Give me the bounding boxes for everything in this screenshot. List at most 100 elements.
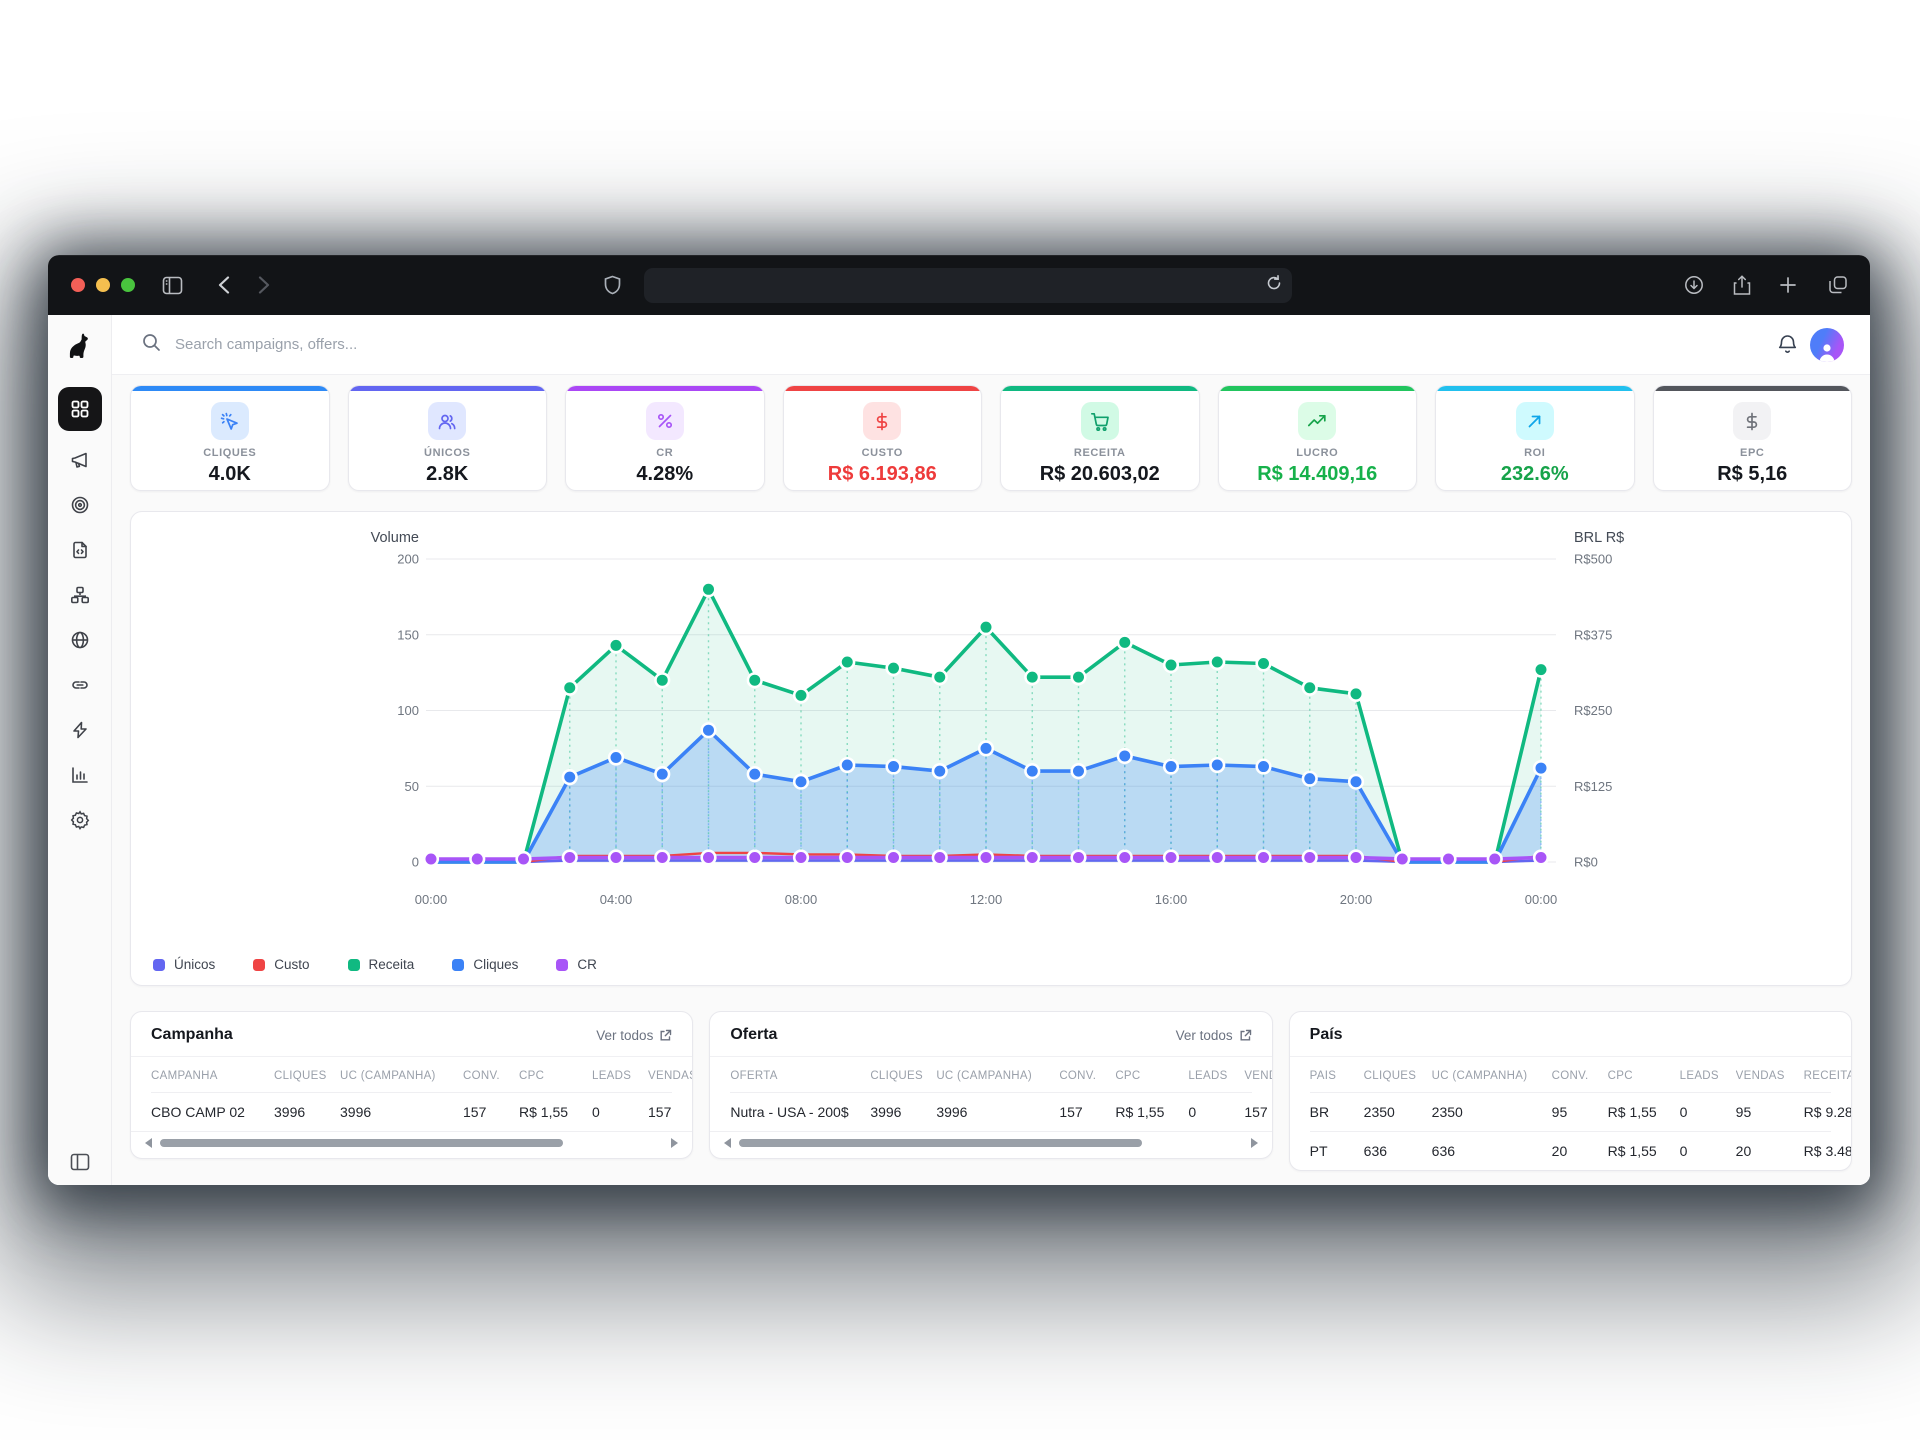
table-cell: R$ 3.484,10 [1803, 1143, 1851, 1159]
campanha-title: Campanha [151, 1026, 233, 1043]
column-header: CPC [1607, 1070, 1633, 1082]
scroll-right-arrow[interactable] [671, 1138, 679, 1148]
table-cell: 0 [1188, 1104, 1197, 1120]
avatar[interactable] [1810, 327, 1844, 362]
sidebar-item-zap[interactable] [60, 714, 100, 746]
legend-item-cliques[interactable]: Cliques [452, 957, 518, 972]
legend-label: Cliques [473, 957, 519, 972]
collapse-sidebar-icon[interactable] [48, 1153, 112, 1171]
sidebar-item-campaigns[interactable] [60, 444, 100, 476]
kpi-card-receita[interactable]: RECEITA R$ 20.603,02 [1000, 385, 1200, 491]
legend-item-cr[interactable]: CR [556, 957, 597, 972]
notifications-bell-icon[interactable] [1777, 334, 1798, 356]
svg-text:200: 200 [397, 552, 419, 567]
legend-item-custo[interactable]: Custo [253, 957, 310, 972]
sidebar-item-file-code[interactable] [60, 534, 100, 566]
kpi-value: R$ 5,16 [1717, 463, 1788, 485]
table-cell: R$ 9.288,09 [1803, 1104, 1851, 1120]
sidebar-item-links[interactable] [60, 669, 100, 701]
table-row: PT 636 636 20 R$ 1,55 0 20 R$ 3.484,10 [1309, 1131, 1851, 1170]
scroll-left-arrow[interactable] [145, 1138, 152, 1148]
campanha-card: Campanha Ver todos CAMPANHA CLIQUES UC (CA… [130, 1011, 694, 1159]
volume-chart: 0 R$0 50 R$125 100 R$250 150 R$375 200 R$500 Volum… [371, 530, 1625, 907]
sidebar-item-reports[interactable] [60, 759, 100, 791]
share-icon[interactable] [1726, 269, 1758, 301]
horizontal-scrollbar[interactable] [710, 1131, 1272, 1158]
maximize-window-button[interactable] [121, 278, 135, 292]
kpi-accent-bar [1436, 386, 1634, 391]
search-bar[interactable] [142, 333, 1765, 357]
kpi-accent-bar [783, 386, 981, 391]
kpi-card-roi[interactable]: ROI 232.6% [1435, 385, 1635, 491]
app-topbar [112, 315, 1870, 375]
kpi-card-cliques[interactable]: CLIQUES 4.0K [130, 385, 330, 491]
column-header: CONV. [1059, 1070, 1097, 1082]
table-cell: R$ 1,55 [1115, 1104, 1165, 1120]
legend-swatch [556, 958, 569, 971]
new-tab-icon[interactable] [1772, 269, 1804, 301]
svg-text:12:00: 12:00 [970, 892, 1003, 907]
close-window-button[interactable] [71, 278, 85, 292]
reload-icon[interactable] [1266, 275, 1282, 296]
column-header: CLIQUES [870, 1070, 923, 1082]
scrollbar-track[interactable] [160, 1139, 663, 1147]
horizontal-scrollbar[interactable] [131, 1131, 693, 1158]
sidebar-item-target[interactable] [60, 489, 100, 521]
legend-label: Custo [274, 957, 310, 972]
legend-item-receita[interactable]: Receita [347, 957, 414, 972]
app-sidebar [48, 315, 112, 1185]
legend-label: CR [577, 957, 597, 972]
table-cell: 0 [1679, 1143, 1688, 1159]
volume-chart-card: 0 R$0 50 R$125 100 R$250 150 R$375 200 R$500 Volum… [130, 511, 1852, 986]
search-icon [142, 333, 161, 357]
kpi-card-lucro[interactable]: LUCRO R$ 14.409,16 [1217, 385, 1417, 491]
users-icon [428, 402, 467, 440]
scroll-right-arrow[interactable] [1250, 1138, 1258, 1148]
table-cell: 157 [463, 1104, 487, 1120]
table-cell: 0 [1679, 1104, 1688, 1120]
kpi-card-cr[interactable]: CR 4.28% [565, 385, 765, 491]
click-icon [210, 402, 249, 440]
scrollbar-track[interactable] [739, 1139, 1242, 1147]
table-cell: 636 [1363, 1143, 1388, 1159]
svg-text:R$500: R$500 [1574, 552, 1612, 567]
table-header-row: OFERTA CLIQUES UC (CAMPANHA) CONV. CPC LEADS V… [730, 1057, 1271, 1092]
column-header: UC (CAMPANHA) [340, 1070, 436, 1082]
table-cell: 157 [648, 1104, 672, 1120]
sidebar-item-settings[interactable] [60, 804, 100, 836]
url-input[interactable] [644, 268, 1292, 303]
browser-window: CLIQUES 4.0K ÚNICOS 2.8K CR 4.28% CUSTO R$ 6.19… [48, 255, 1870, 1185]
kpi-card-epc[interactable]: EPC R$ 5,16 [1652, 385, 1852, 491]
scrollbar-thumb[interactable] [160, 1139, 563, 1147]
sidebar-item-domains[interactable] [60, 624, 100, 656]
back-icon[interactable] [208, 269, 240, 301]
kpi-card-únicos[interactable]: ÚNICOS 2.8K [347, 385, 547, 491]
kpi-card-custo[interactable]: CUSTO R$ 6.193,86 [782, 385, 982, 491]
downloads-icon[interactable] [1678, 269, 1710, 301]
column-header: RECEITA (CO [1803, 1070, 1851, 1082]
dollar-icon [1733, 402, 1772, 440]
sidebar-toggle-icon[interactable] [156, 269, 188, 301]
search-input[interactable] [173, 335, 593, 354]
campanha-ver-todos-link[interactable]: Ver todos [596, 1028, 672, 1043]
tab-overview-icon[interactable] [1822, 269, 1854, 301]
forward-icon[interactable] [248, 269, 280, 301]
scrollbar-thumb[interactable] [739, 1139, 1142, 1147]
legend-item-únicos[interactable]: Únicos [153, 957, 215, 972]
kpi-value: 232.6% [1500, 463, 1569, 485]
table-row: BR 2350 2350 95 R$ 1,55 0 95 R$ 9.288,09 [1309, 1092, 1851, 1131]
scroll-left-arrow[interactable] [724, 1138, 732, 1148]
minimize-window-button[interactable] [96, 278, 110, 292]
kpi-accent-bar [348, 386, 546, 391]
dog-logo[interactable] [62, 329, 96, 363]
table-cell: Nutra - USA - 200$ [730, 1104, 849, 1120]
sidebar-item-flows[interactable] [60, 579, 100, 611]
svg-text:00:00: 00:00 [415, 892, 448, 907]
column-header: VENDAS [1244, 1070, 1271, 1082]
sidebar-item-dashboard[interactable] [58, 387, 102, 431]
column-header: VENDAS [648, 1070, 693, 1082]
column-header: CAMPANHA [151, 1070, 218, 1082]
oferta-ver-todos-link[interactable]: Ver todos [1176, 1028, 1252, 1043]
shield-icon[interactable] [596, 269, 628, 301]
table-cell: R$ 1,55 [1607, 1104, 1657, 1120]
